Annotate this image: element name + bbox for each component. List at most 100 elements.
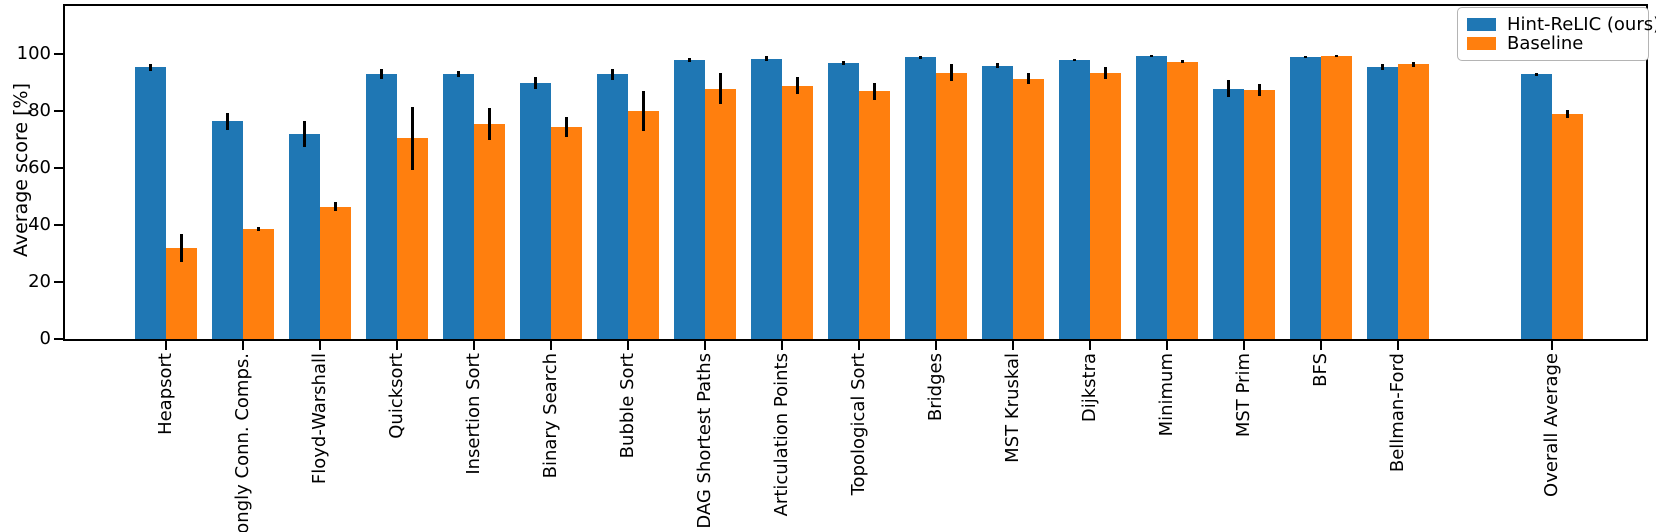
x-tick-label-text-topological-sort: Topological Sort [847,353,869,496]
y-tick-mark-60 [54,167,63,170]
error-bar-baseline-mst-prim [1257,83,1261,97]
bar-baseline-articulation-points [781,85,813,339]
x-tick-mark-overall-average [1550,341,1553,350]
bar-baseline-binary-search [550,126,582,339]
bar-baseline-quicksort [396,138,428,339]
legend-swatch-baseline [1467,37,1496,50]
y-tick-label-40: 40 [28,214,51,236]
bar-baseline-heapsort [165,247,197,339]
error-bar-baseline-bellman-ford [1411,61,1415,68]
error-bar-baseline-strongly-conn-comps [256,227,260,232]
bar-baseline-strongly-conn-comps [242,229,274,339]
error-bar-hint-relic-ours-mst-prim [1226,80,1230,98]
x-tick-label-bfs: BFS [1310,353,1344,387]
x-tick-mark-heapsort [164,341,167,350]
x-tick-label-text-quicksort: Quicksort [385,353,407,439]
error-bar-baseline-bubble-sort [641,91,645,132]
bar-hint-relic-ours-bellman-ford [1366,67,1398,339]
legend-item-baseline: Baseline [1467,34,1639,53]
bar-hint-relic-ours-heapsort [134,67,166,339]
x-tick-label-text-floyd-warshall: Floyd-Warshall [308,353,330,485]
x-tick-label-text-articulation-points: Articulation Points [770,353,792,517]
error-bar-hint-relic-ours-strongly-conn-comps [225,112,229,130]
error-bar-hint-relic-ours-mst-kruskal [995,63,999,69]
x-tick-label-text-overall-average: Overall Average [1540,353,1562,497]
bar-hint-relic-ours-binary-search [519,82,551,339]
bar-baseline-bubble-sort [627,111,659,339]
x-tick-label-text-mst-prim: MST Prim [1232,353,1254,438]
bar-baseline-mst-kruskal [1012,78,1044,339]
x-tick-mark-bridges [934,341,937,350]
y-tick-label-0: 0 [39,328,51,349]
x-tick-mark-mst-prim [1242,341,1245,350]
y-tick-mark-100 [54,53,63,56]
x-tick-label-text-insertion-sort: Insertion Sort [462,353,484,475]
error-bar-baseline-dijkstra [1103,67,1107,79]
error-bar-baseline-dag-shortest-paths [718,72,722,105]
bar-baseline-bellman-ford [1397,64,1429,339]
x-tick-label-text-dijkstra: Dijkstra [1078,353,1100,423]
bar-baseline-topological-sort [858,91,890,339]
bar-baseline-bridges [935,72,967,339]
bar-hint-relic-ours-insertion-sort [442,74,474,339]
x-tick-label-text-binary-search: Binary Search [539,353,561,479]
error-bar-hint-relic-ours-floyd-warshall [302,121,306,147]
legend: Hint-ReLIC (ours) Baseline [1457,7,1656,61]
x-tick-mark-bubble-sort [626,341,629,350]
error-bar-baseline-heapsort [179,233,183,263]
x-tick-mark-bfs [1319,341,1322,350]
error-bar-hint-relic-ours-heapsort [148,63,152,71]
x-tick-label-text-heapsort: Heapsort [154,353,176,435]
y-tick-label-60: 60 [28,157,51,179]
error-bar-hint-relic-ours-topological-sort [841,61,845,65]
bar-hint-relic-ours-dag-shortest-paths [673,60,705,339]
bar-hint-relic-ours-bubble-sort [596,74,628,339]
bar-hint-relic-ours-minimum [1135,55,1167,339]
error-bar-hint-relic-ours-overall-average [1534,72,1538,76]
x-tick-mark-insertion-sort [472,341,475,350]
error-bar-baseline-overall-average [1565,109,1569,119]
x-tick-label-text-bfs: BFS [1309,353,1331,387]
y-tick-label-100: 100 [16,43,51,65]
x-tick-label-bridges: Bridges [925,353,993,421]
bar-hint-relic-ours-overall-average [1520,74,1552,339]
error-bar-baseline-minimum [1180,60,1184,63]
x-tick-mark-dag-shortest-paths [703,341,706,350]
error-bar-hint-relic-ours-dag-shortest-paths [687,58,691,62]
bar-hint-relic-ours-bfs [1289,57,1321,339]
x-tick-mark-mst-kruskal [1011,341,1014,350]
y-tick-label-80: 80 [28,100,51,122]
bar-baseline-dijkstra [1089,72,1121,339]
y-tick-mark-40 [54,224,63,227]
x-tick-label-heapsort: Heapsort [155,353,237,435]
legend-swatch-hint-relic [1467,18,1496,31]
x-tick-label-text-minimum: Minimum [1155,353,1177,437]
legend-label-hint-relic: Hint-ReLIC (ours) [1507,14,1656,35]
bar-hint-relic-ours-bridges [904,57,936,339]
x-tick-label-quicksort: Quicksort [386,353,472,439]
error-bar-baseline-floyd-warshall [333,202,337,211]
error-bar-hint-relic-ours-bfs [1303,56,1307,59]
bar-baseline-floyd-warshall [319,206,351,339]
error-bar-hint-relic-ours-quicksort [379,69,383,80]
error-bar-hint-relic-ours-bellman-ford [1380,64,1384,71]
x-tick-mark-bellman-ford [1396,341,1399,350]
bar-hint-relic-ours-mst-prim [1212,88,1244,339]
x-tick-mark-articulation-points [780,341,783,350]
error-bar-hint-relic-ours-bridges [918,55,922,59]
bar-hint-relic-ours-dijkstra [1058,60,1090,339]
error-bar-hint-relic-ours-binary-search [533,76,537,90]
bar-baseline-overall-average [1551,114,1583,339]
x-tick-label-text-bubble-sort: Bubble Sort [616,353,638,459]
legend-item-hint-relic: Hint-ReLIC (ours) [1467,15,1656,34]
bar-baseline-bfs [1320,55,1352,339]
y-tick-label-20: 20 [28,271,51,293]
y-tick-mark-0 [54,338,63,340]
bar-hint-relic-ours-floyd-warshall [288,134,320,339]
x-tick-label-text-strongly-conn-comps: Strongly Conn. Comps. [231,353,253,532]
x-tick-label-text-bellman-ford: Bellman-Ford [1386,353,1408,473]
bar-baseline-dag-shortest-paths [704,88,736,339]
error-bar-baseline-quicksort [410,107,414,170]
x-tick-mark-minimum [1165,341,1168,350]
